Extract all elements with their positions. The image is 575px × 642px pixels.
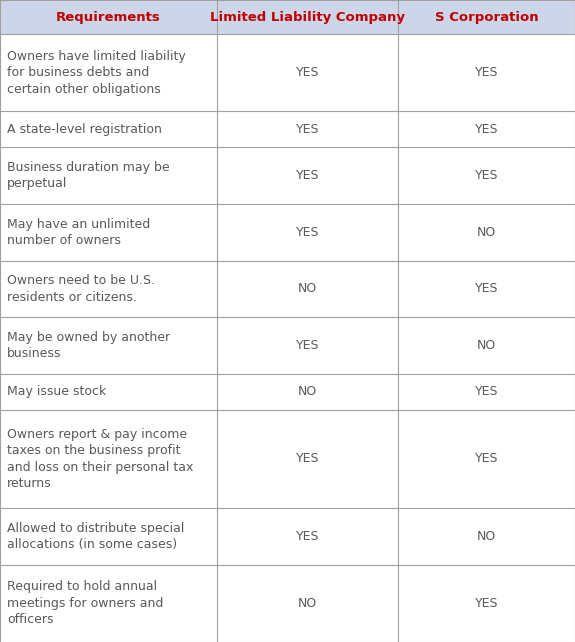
Bar (217, 112, 398, 147)
Text: Owners have limited liability
for business debts and
certain other obligations: Owners have limited liability for busine… (7, 49, 186, 96)
Bar (217, 34, 398, 112)
Bar (217, 147, 398, 204)
Bar (398, 317, 575, 374)
Text: YES: YES (296, 169, 320, 182)
Text: Required to hold annual
meetings for owners and
officers: Required to hold annual meetings for own… (7, 580, 163, 627)
Text: Allowed to distribute special
allocations (in some cases): Allowed to distribute special allocation… (7, 521, 185, 551)
Bar (398, 564, 575, 642)
Text: YES: YES (475, 597, 499, 610)
Bar (0, 410, 217, 508)
Text: NO: NO (298, 385, 317, 398)
Bar (398, 410, 575, 508)
Text: NO: NO (298, 282, 317, 295)
Text: YES: YES (475, 282, 499, 295)
Bar (217, 261, 398, 317)
Bar (398, 112, 575, 147)
Bar (398, 34, 575, 112)
Text: Requirements: Requirements (56, 10, 161, 24)
Text: May have an unlimited
number of owners: May have an unlimited number of owners (7, 218, 150, 247)
Text: NO: NO (477, 339, 496, 352)
Bar (398, 147, 575, 204)
Bar (398, 261, 575, 317)
Bar (0, 508, 217, 564)
Text: YES: YES (296, 66, 320, 79)
Text: YES: YES (296, 123, 320, 136)
Text: YES: YES (475, 169, 499, 182)
Bar (217, 0, 398, 34)
Bar (398, 204, 575, 261)
Bar (398, 508, 575, 564)
Text: Business duration may be
perpetual: Business duration may be perpetual (7, 161, 170, 191)
Bar (0, 317, 217, 374)
Bar (217, 564, 398, 642)
Text: May issue stock: May issue stock (7, 385, 106, 398)
Bar (0, 564, 217, 642)
Bar (217, 508, 398, 564)
Text: YES: YES (475, 123, 499, 136)
Bar (0, 147, 217, 204)
Text: YES: YES (475, 385, 499, 398)
Bar (0, 261, 217, 317)
Bar (217, 410, 398, 508)
Text: YES: YES (475, 66, 499, 79)
Bar (0, 374, 217, 410)
Text: NO: NO (477, 226, 496, 239)
Text: NO: NO (477, 530, 496, 542)
Bar (398, 0, 575, 34)
Bar (398, 374, 575, 410)
Text: A state-level registration: A state-level registration (7, 123, 162, 136)
Text: YES: YES (475, 453, 499, 465)
Text: Owners need to be U.S.
residents or citizens.: Owners need to be U.S. residents or citi… (7, 274, 155, 304)
Bar (0, 0, 217, 34)
Bar (217, 204, 398, 261)
Text: YES: YES (296, 339, 320, 352)
Text: May be owned by another
business: May be owned by another business (7, 331, 170, 360)
Text: Limited Liability Company: Limited Liability Company (210, 10, 405, 24)
Bar (217, 374, 398, 410)
Bar (0, 112, 217, 147)
Text: NO: NO (298, 597, 317, 610)
Text: YES: YES (296, 453, 320, 465)
Bar (217, 317, 398, 374)
Bar (0, 204, 217, 261)
Text: Owners report & pay income
taxes on the business profit
and loss on their person: Owners report & pay income taxes on the … (7, 428, 193, 490)
Text: YES: YES (296, 530, 320, 542)
Text: S Corporation: S Corporation (435, 10, 539, 24)
Text: YES: YES (296, 226, 320, 239)
Bar (0, 34, 217, 112)
